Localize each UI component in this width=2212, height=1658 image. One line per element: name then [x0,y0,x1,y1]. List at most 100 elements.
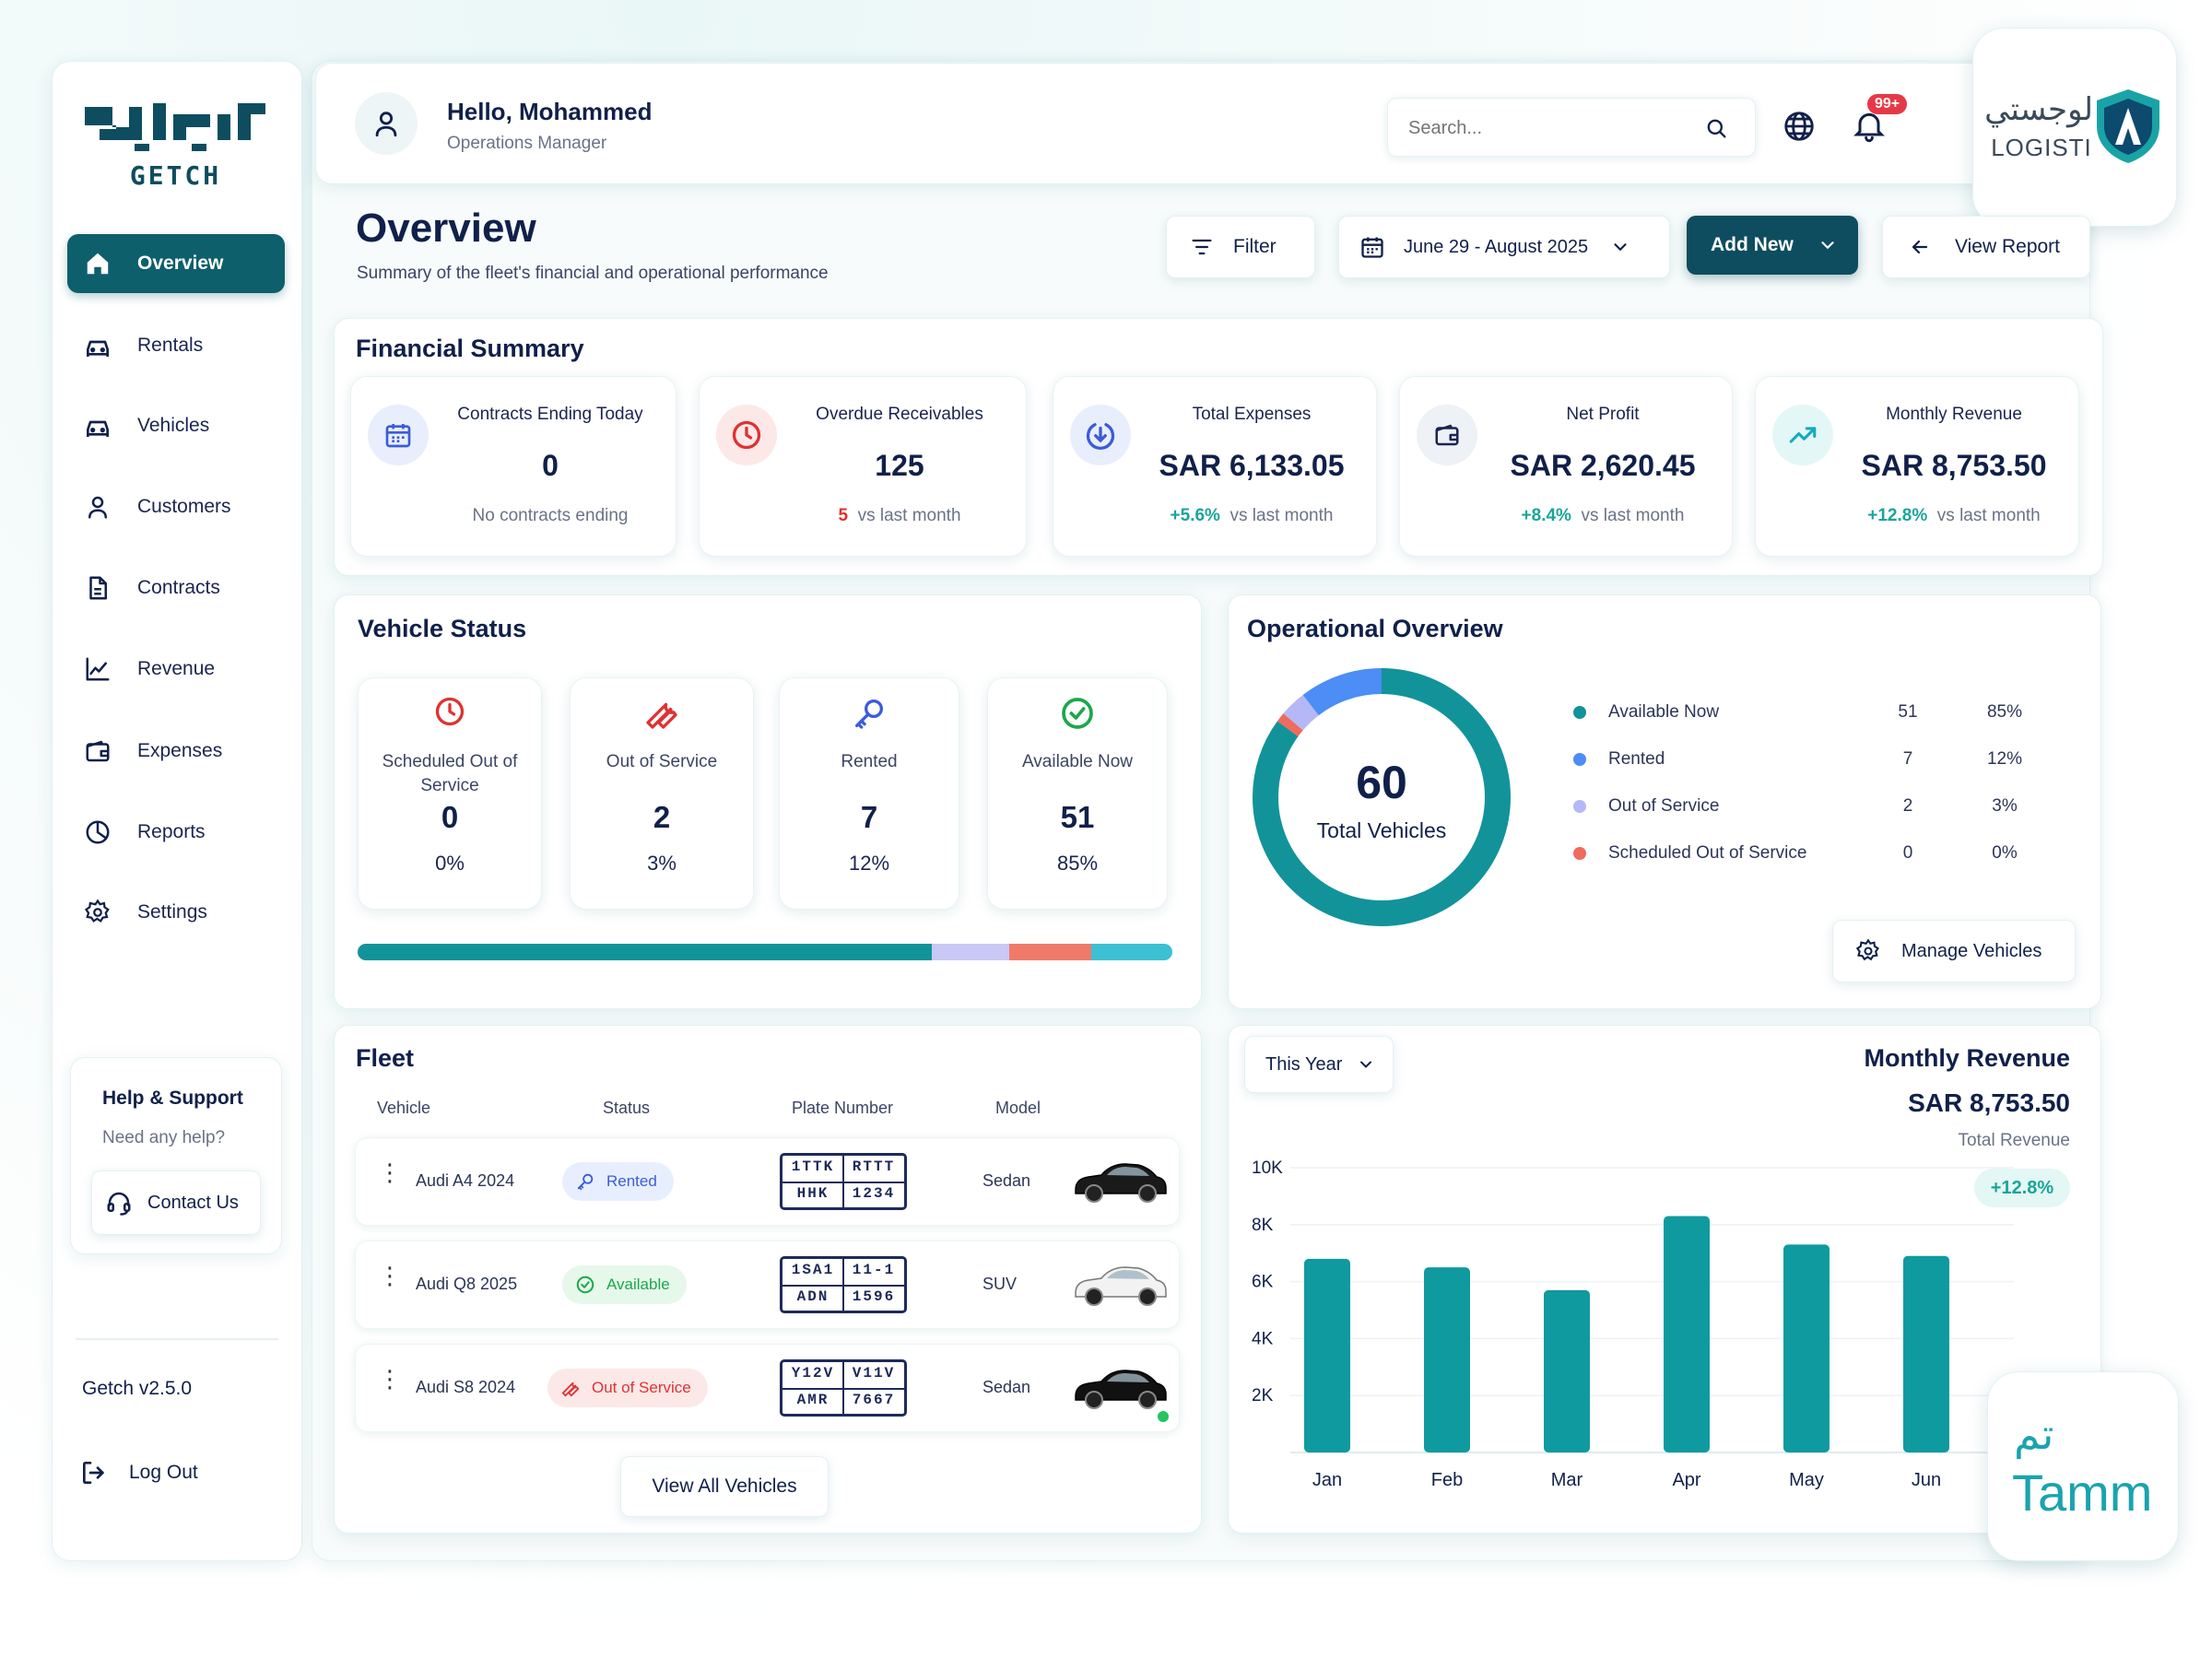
revenue-amount-label: Total Revenue [1958,1131,2070,1150]
kpi-delta: +8.4% [1521,506,1571,525]
row-menu-icon[interactable]: ⋮ [378,1262,402,1289]
tamm-partner-tile: تم Tamm [1987,1371,2179,1561]
greeting: Hello, Mohammed [447,98,653,125]
online-indicator [1156,1409,1171,1424]
car-image [1070,1153,1170,1208]
search-icon[interactable] [1703,115,1729,141]
sidebar-item-settings[interactable]: Settings [67,883,285,942]
check-circle-icon [575,1275,595,1295]
row-menu-icon[interactable]: ⋮ [378,1158,402,1186]
globe-icon[interactable] [1782,109,1817,144]
legend-percent: 85% [1986,702,2023,722]
legend-dot [1573,706,1586,719]
legend-label: Available Now [1608,702,1720,722]
legend-count: 2 [1902,796,1913,816]
user-icon [375,112,397,137]
bar-jun[interactable] [1903,1255,1949,1452]
document-icon [82,572,113,604]
table-row[interactable]: ⋮ Audi A4 2024 Rented 1TTK RTTT HHK 1234 Sedan [355,1137,1180,1226]
kpi-label: Contracts Ending Today [457,405,643,424]
legend-dot [1573,800,1586,813]
search-input[interactable] [1408,112,1685,145]
view-all-vehicles-button[interactable]: View All Vehicles [620,1456,829,1517]
status-bar-out-of-service [932,944,1010,960]
car-image [1070,1359,1170,1415]
shield-logo-icon [2093,88,2163,165]
user-avatar[interactable] [355,92,418,155]
sidebar-item-label: Contracts [137,577,220,598]
view-report-button[interactable]: View Report [1882,216,2090,278]
plate-text: RTTT [852,1158,896,1175]
status-card-out-of-service[interactable]: Out of Service 2 3% [570,677,754,910]
plate-text: 1SA1 [791,1262,835,1278]
kpi-label: Monthly Revenue [1886,405,2022,424]
y-tick-label: 2K [1252,1386,1274,1405]
x-tick-label: May [1789,1470,1824,1490]
kpi-card-contracts-ending-today[interactable]: Contracts Ending Today 0 No contracts endi… [350,376,677,557]
kpi-note-text: No contracts ending [472,506,629,525]
brand-logo: GETCH [81,96,270,197]
kpi-card-overdue-receivables[interactable]: Overdue Receivables 125 5 vs last month [699,376,1027,557]
sidebar-item-expenses[interactable]: Expenses [67,722,285,781]
bar-may[interactable] [1783,1244,1830,1452]
donut-total: 60 [1356,757,1407,808]
period-select[interactable]: This Year [1244,1036,1394,1093]
legend-label: Rented [1608,749,1665,769]
kpi-delta: +12.8% [1867,506,1928,525]
kpi-card-total-expenses[interactable]: Total Expenses SAR 6,133.05 +5.6% vs last … [1053,376,1377,557]
kpi-note-text: vs last month [1936,506,2041,525]
table-row[interactable]: ⋮ Audi Q8 2025 Available 1SA1 11-1 ADN 1596 SUV [355,1241,1180,1329]
sidebar-item-revenue[interactable]: Revenue [67,640,285,699]
add-new-button[interactable]: Add New [1687,216,1858,275]
search-box[interactable] [1387,98,1756,157]
status-card-rented[interactable]: Rented 7 12% [779,677,959,910]
bar-apr[interactable] [1664,1216,1710,1452]
sidebar-item-customers[interactable]: Customers [67,477,285,536]
legend-count: 0 [1902,843,1913,863]
check-circle-icon [988,695,1167,732]
table-row[interactable]: ⋮ Audi S8 2024 Out of Service Y12V V11V AMR 76… [355,1344,1180,1432]
tamm-latin: Tamm [2012,1464,2153,1522]
license-plate: 1TTK RTTT HHK 1234 [780,1153,907,1210]
filter-label: Filter [1233,236,1277,257]
sidebar-item-contracts[interactable]: Contracts [67,559,285,617]
manage-vehicles-button[interactable]: Manage Vehicles [1832,920,2076,982]
contact-us-button[interactable]: Contact Us [91,1170,261,1235]
date-range-picker[interactable]: June 29 - August 2025 [1338,216,1670,278]
kpi-card-net-profit[interactable]: Net Profit SAR 2,620.45 +8.4% vs last mont… [1399,376,1733,557]
logout-button[interactable]: Log Out [79,1452,264,1493]
vehicle-name: Audi Q8 2025 [416,1275,518,1293]
arrow-left-icon [1909,236,1931,258]
sidebar-item-overview[interactable]: Overview [67,234,285,293]
clock-icon [359,695,541,728]
download-circle-icon [1070,405,1131,465]
legend-item: Available Now 51 85% [1571,699,2032,726]
plate-text: AMR [796,1392,830,1408]
key-icon [575,1171,595,1192]
help-support-card: Help & Support Need any help? Contact Us [70,1057,282,1254]
vehicle-model: SUV [982,1275,1018,1293]
donut-total-label: Total Vehicles [1316,818,1447,842]
sidebar-item-vehicles[interactable]: Vehicles [67,396,285,455]
sidebar-item-rentals[interactable]: Rentals [67,316,285,375]
bar-jan[interactable] [1304,1258,1350,1452]
bell-icon[interactable] [1851,107,1888,144]
bar-feb[interactable] [1424,1267,1470,1452]
sidebar-item-reports[interactable]: Reports [67,803,285,862]
status-card-scheduled-out-of-service[interactable]: Scheduled Out of Service 0 0% [358,677,542,910]
logout-label: Log Out [129,1462,198,1483]
status-percent: 0% [435,852,465,875]
bar-mar[interactable] [1544,1289,1590,1452]
filter-button[interactable]: Filter [1166,216,1315,278]
kpi-value: 0 [542,449,559,482]
status-badge: Available [562,1265,687,1304]
status-percent: 12% [848,852,890,875]
kpi-card-monthly-revenue[interactable]: Monthly Revenue SAR 8,753.50 +12.8% vs las… [1755,376,2079,557]
row-menu-icon[interactable]: ⋮ [378,1365,402,1393]
status-count: 7 [860,800,878,834]
help-subtitle: Need any help? [102,1128,226,1147]
view-all-label: View All Vehicles [652,1476,797,1497]
add-new-label: Add New [1711,234,1794,255]
status-card-available-now[interactable]: Available Now 51 85% [987,677,1168,910]
sidebar-item-label: Overview [137,253,224,274]
